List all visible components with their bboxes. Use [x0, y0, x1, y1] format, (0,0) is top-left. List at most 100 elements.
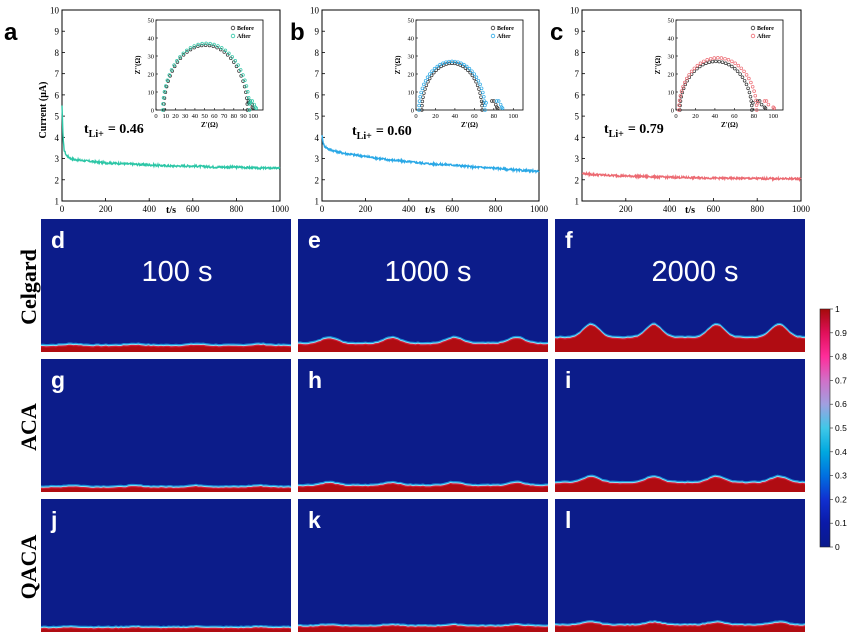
heatmap-background: [298, 359, 548, 495]
inset-data-point: [245, 108, 250, 112]
inset-data-point: [720, 60, 725, 64]
inset-y-tick-label: 0: [151, 108, 154, 115]
time-label: 100 s: [142, 256, 213, 288]
y-tick-label: 9: [55, 27, 60, 37]
lithium-deposit: [555, 325, 805, 354]
colorbar-tick-label: 0.9: [835, 328, 847, 338]
inset-data-point: [181, 53, 186, 57]
heatmap-panel-i: i: [555, 359, 805, 495]
inset-data-point: [742, 78, 747, 83]
x-axis-label-b: t/s: [425, 205, 435, 216]
inset-data-point: [230, 55, 234, 59]
heatmap-panel-k: k: [298, 499, 548, 635]
inset-data-point: [456, 60, 460, 64]
inset-data-point: [207, 43, 212, 48]
inset-data-point: [742, 69, 746, 74]
inset-data-point: [420, 86, 425, 91]
inset-data-point: [242, 84, 247, 89]
inset-data-point: [472, 72, 477, 76]
lithium-deposit: [41, 345, 291, 354]
panel-label-a: a: [4, 19, 18, 46]
inset-data-point: [165, 78, 170, 83]
inset-data-point: [683, 82, 688, 87]
inset-y-tick-label: 40: [408, 36, 415, 43]
y-tick-label: 3: [575, 154, 580, 164]
inset-data-point: [169, 68, 174, 72]
inset-data-point: [417, 108, 421, 112]
y-tick-label: 5: [315, 112, 320, 122]
inset-data-point: [233, 59, 238, 63]
inset-data-point: [687, 73, 691, 77]
inset-data-point: [166, 79, 170, 83]
legend-label: After: [237, 34, 251, 40]
inset-data-point: [739, 66, 744, 71]
legend-label: Before: [757, 26, 774, 32]
heatmap-panel-d: d 100 s: [41, 219, 291, 355]
inset-data-point: [712, 56, 716, 60]
inset-x-tick-label: 20: [172, 113, 179, 120]
y-axis-label-a: Current (μA): [38, 82, 49, 139]
inset-data-point: [212, 42, 216, 47]
inset-x-tick-label: 0: [154, 113, 157, 120]
x-tick-label: 0: [60, 204, 65, 214]
inset-data-point: [500, 106, 505, 110]
inset-data-point: [435, 64, 440, 69]
inset-data-point: [496, 99, 501, 103]
x-tick-label: 400: [663, 204, 677, 214]
substrate-edge: [555, 632, 805, 635]
inset-data-point: [750, 108, 754, 112]
time-label: 1000 s: [384, 256, 471, 288]
x-tick-label: 600: [707, 204, 721, 214]
colorbar-tick-label: 0: [835, 542, 840, 552]
colorbar-gradient: [819, 308, 831, 548]
lithium-deposit: [41, 628, 291, 634]
inset-x-tick-label: 10: [162, 113, 169, 120]
inset-data-point: [735, 69, 740, 73]
inset-data-point: [241, 79, 245, 83]
substrate-edge: [298, 492, 548, 495]
x-tick-label: 400: [402, 204, 416, 214]
inset-data-point: [163, 84, 168, 88]
phase-field-maps: d 100 s e 1000 s f 2000 s g h i j k l: [41, 219, 805, 635]
inset-data-point: [733, 61, 737, 66]
inset-data-point: [494, 99, 499, 103]
legend-marker: [750, 25, 756, 31]
inset-data-point: [495, 106, 500, 110]
inset-data-point: [422, 82, 426, 87]
heatmap-background: [41, 219, 291, 355]
colorbar: 1 0.9 0.8 0.7 0.6 0.5 0.4 0.3 0.2 0.1 0: [819, 304, 847, 552]
x-tick-label: 400: [142, 204, 156, 214]
inset-data-point: [685, 78, 689, 83]
inset-data-point: [470, 69, 474, 73]
x-tick-label: 800: [750, 204, 764, 214]
colorbar-tick-label: 0.1: [835, 518, 847, 528]
inset-data-point: [764, 99, 769, 103]
inset-data-point: [733, 66, 737, 71]
inset-y-tick-label: 10: [148, 90, 155, 97]
y-tick-label: 4: [55, 133, 60, 143]
inset-x-axis-label: Z'(Ω): [721, 121, 739, 129]
inset-data-point: [417, 99, 422, 103]
inset-data-point: [727, 62, 731, 67]
inset-data-point: [748, 94, 753, 99]
legend-label: After: [757, 34, 771, 40]
inset-data-point: [755, 99, 760, 103]
inset-data-point: [215, 45, 219, 50]
y-tick-label: 7: [315, 69, 320, 79]
x-tick-label: 0: [320, 204, 325, 214]
x-axis-label-a: t/s: [166, 205, 176, 216]
inset-data-point: [458, 63, 462, 67]
inset-data-point: [423, 78, 428, 83]
inset-data-point: [753, 93, 757, 98]
row-label-qaca: QACA: [16, 535, 41, 600]
inset-x-tick-label: 20: [432, 113, 439, 120]
inset-y-tick-label: 10: [408, 90, 415, 97]
inset-data-point: [717, 59, 721, 64]
y-tick-label: 8: [575, 48, 580, 58]
inset-frame: [675, 19, 784, 111]
inset-data-point: [203, 43, 208, 47]
inset-data-point: [425, 75, 430, 80]
inset-x-tick-label: 40: [452, 113, 459, 120]
